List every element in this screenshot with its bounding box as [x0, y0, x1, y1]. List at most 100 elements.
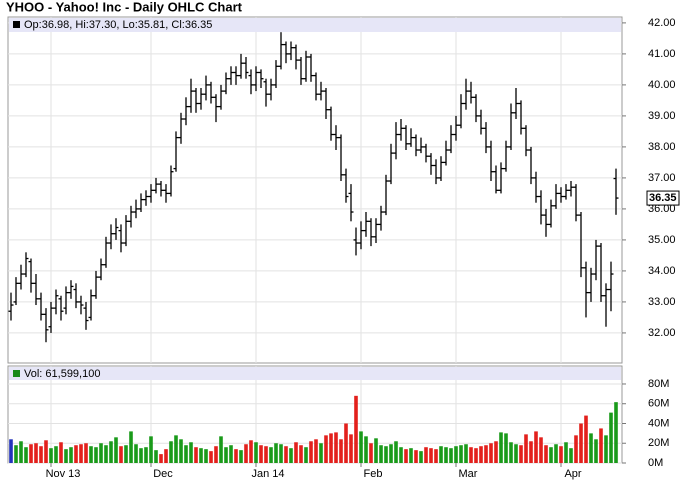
labels: 32.00 33.00 34.00 35.00 36.00 37.00 38.00 39.00… — [46, 17, 680, 480]
volume-bar — [39, 446, 43, 463]
y-tick-label: 60M — [648, 398, 669, 410]
volume-bar — [574, 435, 578, 463]
volume-bar — [214, 446, 218, 463]
volume-legend: Vol: 61,599,100 — [24, 368, 100, 380]
price-legend-swatch — [13, 21, 20, 28]
volume-bar — [404, 449, 408, 463]
volume-bar — [319, 443, 323, 463]
volume-bar — [524, 434, 528, 463]
volume-bar — [174, 435, 178, 463]
volume-bar — [94, 447, 98, 463]
volume-bar — [19, 441, 23, 463]
volume-bar — [109, 441, 113, 463]
volume-bar — [569, 448, 573, 463]
volume-bar — [429, 448, 433, 463]
volume-bar — [509, 442, 513, 463]
volume-bar — [474, 448, 478, 463]
y-tick-label: 42.00 — [648, 17, 676, 29]
volume-bar — [424, 447, 428, 463]
volume-bar — [169, 441, 173, 463]
marks — [8, 32, 619, 463]
volume-bar — [209, 451, 213, 463]
volume-bar — [439, 446, 443, 463]
y-tick-label: 34.00 — [648, 265, 676, 277]
volume-bar — [579, 423, 583, 463]
volume-bar — [379, 445, 383, 463]
volume-bar — [184, 445, 188, 463]
volume-bar — [584, 415, 588, 463]
volume-bar — [259, 445, 263, 463]
price-legend-band — [9, 18, 621, 32]
volume-bar — [614, 402, 618, 463]
last-price-label: 36.35 — [649, 192, 677, 204]
volume-bar — [44, 440, 48, 463]
chart-title: YHOO - Yahoo! Inc - Daily OHLC Chart — [6, 0, 243, 14]
x-tick-label: Nov 13 — [46, 468, 81, 480]
y-tick-label: 37.00 — [648, 172, 676, 184]
volume-bar — [99, 443, 103, 463]
volume-bar — [339, 439, 343, 463]
volume-bar — [134, 444, 138, 463]
last-price-box — [646, 190, 680, 206]
volume-bar — [359, 431, 363, 463]
price-panel — [7, 16, 623, 364]
volume-bar — [199, 448, 203, 463]
y-tick-label: 20M — [648, 437, 669, 449]
volume-bar — [484, 445, 488, 463]
volume-bar — [479, 446, 483, 463]
volume-bar — [384, 446, 388, 463]
volume-bar — [494, 441, 498, 463]
volume-bar — [559, 446, 563, 463]
y-tick-label: 32.00 — [648, 327, 676, 339]
volume-bar — [604, 435, 608, 463]
volume-bar — [414, 450, 418, 463]
volume-bar — [219, 436, 223, 463]
volume-bar — [329, 433, 333, 463]
y-tick-label: 40.00 — [648, 79, 676, 91]
volume-bar — [434, 449, 438, 463]
volume-bar — [299, 445, 303, 463]
volume-bar — [144, 447, 148, 463]
volume-bar — [369, 443, 373, 463]
volume-bar — [394, 441, 398, 463]
volume-bar — [564, 442, 568, 463]
volume-bar — [529, 441, 533, 463]
volume-bar — [114, 437, 118, 463]
volume-bar — [34, 443, 38, 463]
volume-bar — [269, 447, 273, 463]
volume-bar — [464, 444, 468, 463]
y-tick-label: 38.00 — [648, 141, 676, 153]
volume-bar — [289, 448, 293, 463]
volume-bar — [24, 447, 28, 463]
volume-bar — [204, 449, 208, 463]
volume-bar — [364, 436, 368, 463]
volume-bar — [459, 445, 463, 463]
y-tick-label: 33.00 — [648, 296, 676, 308]
volume-bar — [264, 446, 268, 463]
volume-bar — [469, 447, 473, 463]
volume-bar — [609, 412, 613, 463]
x-tick-label: Feb — [364, 468, 383, 480]
volume-bar — [274, 443, 278, 463]
volume-bar — [504, 433, 508, 463]
volume-bar — [244, 444, 248, 463]
y-tick-label: 35.00 — [648, 234, 676, 246]
volume-bar — [14, 445, 18, 463]
volume-bar — [449, 448, 453, 463]
volume-bar — [249, 440, 253, 463]
volume-bar — [234, 449, 238, 463]
y-tick-label: 40M — [648, 417, 669, 429]
volume-bar — [9, 439, 13, 463]
volume-bar — [54, 446, 58, 463]
volume-bar — [239, 450, 243, 463]
volume-bar — [334, 432, 338, 463]
volume-bar — [554, 444, 558, 463]
volume-bar — [279, 444, 283, 463]
volume-bar — [444, 447, 448, 463]
volume-bar — [534, 431, 538, 463]
volume-bar — [544, 445, 548, 463]
volume-bar — [164, 449, 168, 463]
volume-legend-band — [9, 367, 621, 380]
